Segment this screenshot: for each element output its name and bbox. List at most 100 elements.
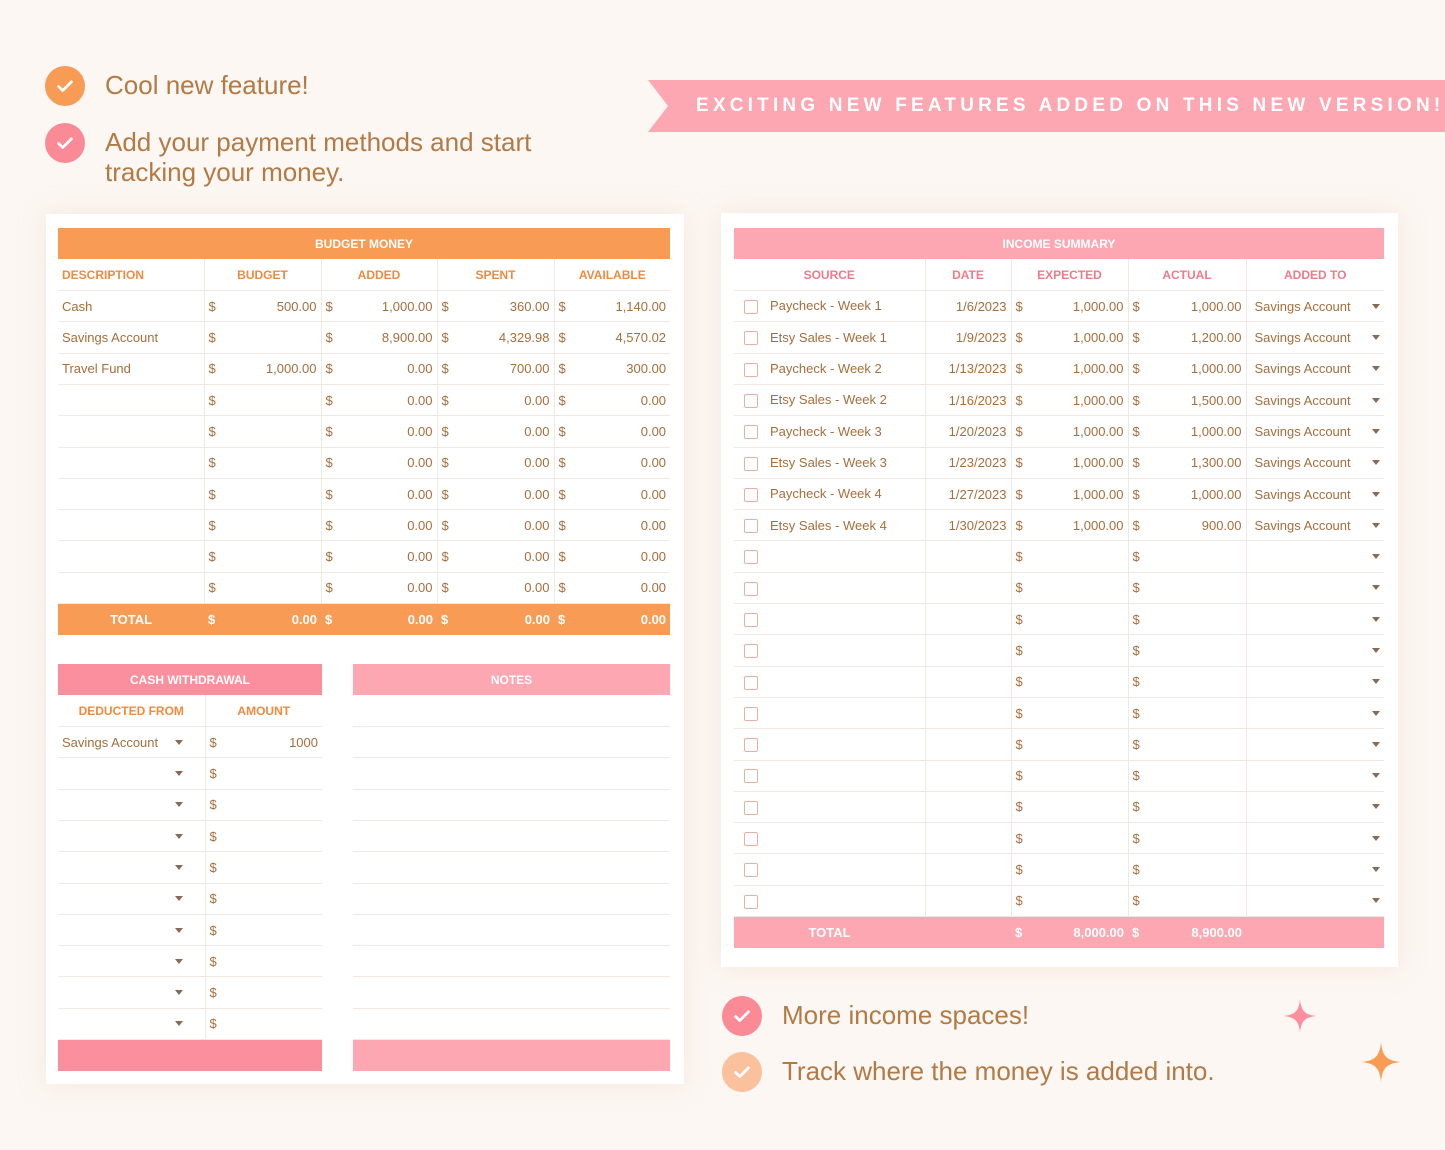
date-cell[interactable] (925, 572, 1012, 605)
source-cell[interactable] (734, 540, 926, 573)
checkbox[interactable] (744, 300, 758, 315)
amount-cell[interactable]: $1,000.00 (1011, 447, 1129, 479)
dropdown-arrow-icon[interactable] (174, 771, 183, 777)
source-cell[interactable] (734, 603, 926, 636)
amount-cell[interactable]: $ (204, 572, 322, 605)
amount-cell[interactable]: $0.00 (321, 415, 438, 448)
notes-cell[interactable] (353, 820, 670, 853)
deducted-from-select[interactable] (58, 820, 206, 853)
deducted-from-select[interactable] (58, 945, 206, 978)
dropdown-arrow-icon[interactable] (1372, 616, 1380, 622)
source-cell[interactable]: Paycheck - Week 2 (734, 353, 926, 385)
amount-cell[interactable]: $ (204, 478, 322, 511)
amount-cell[interactable]: $ (1011, 760, 1129, 792)
amount-cell[interactable]: $ (1128, 666, 1247, 698)
amount-cell[interactable]: $1,000.00 (1128, 415, 1247, 448)
amount-cell[interactable]: $0.00 (554, 415, 671, 448)
date-cell[interactable] (925, 853, 1012, 886)
source-cell[interactable] (734, 885, 926, 918)
amount-cell[interactable]: $0.00 (437, 415, 555, 448)
amount-cell[interactable]: $0.00 (437, 509, 555, 542)
amount-cell[interactable]: $ (205, 820, 322, 853)
added-to-select[interactable]: Savings Account (1246, 353, 1384, 385)
amount-cell[interactable]: $1000 (205, 726, 322, 759)
dropdown-arrow-icon[interactable] (1372, 522, 1380, 528)
amount-cell[interactable]: $1,000.00 (1128, 353, 1247, 385)
dropdown-arrow-icon[interactable] (174, 833, 183, 839)
checkbox[interactable] (744, 456, 758, 471)
added-to-select[interactable]: Savings Account (1246, 415, 1384, 448)
amount-cell[interactable]: $ (205, 789, 322, 821)
source-cell[interactable] (734, 822, 926, 855)
amount-cell[interactable]: $1,000.00 (1011, 290, 1129, 323)
notes-cell[interactable] (353, 695, 670, 728)
checkbox[interactable] (744, 769, 758, 784)
source-cell[interactable] (734, 697, 926, 730)
dropdown-arrow-icon[interactable] (174, 896, 183, 902)
date-cell[interactable] (925, 603, 1012, 636)
checkbox[interactable] (744, 738, 758, 753)
added-to-select[interactable] (1246, 603, 1384, 636)
source-cell[interactable]: Etsy Sales - Week 3 (734, 447, 926, 479)
date-cell[interactable] (925, 540, 1012, 573)
amount-cell[interactable]: $ (1128, 822, 1247, 855)
amount-cell[interactable]: $ (1011, 666, 1129, 698)
amount-cell[interactable]: $ (1128, 572, 1247, 605)
description-cell[interactable]: Savings Account (58, 321, 205, 354)
checkbox[interactable] (744, 894, 758, 909)
checkbox[interactable] (744, 863, 758, 878)
amount-cell[interactable]: $1,000.00 (1011, 384, 1129, 417)
checkbox[interactable] (744, 800, 758, 815)
added-to-select[interactable] (1246, 791, 1384, 824)
amount-cell[interactable]: $1,200.00 (1128, 321, 1247, 354)
date-cell[interactable] (925, 634, 1012, 667)
date-cell[interactable] (925, 791, 1012, 824)
checkbox[interactable] (744, 331, 758, 346)
notes-cell[interactable] (353, 883, 670, 915)
amount-cell[interactable]: $300.00 (554, 353, 671, 385)
source-cell[interactable]: Paycheck - Week 1 (734, 290, 926, 323)
amount-cell[interactable]: $1,000.00 (1128, 478, 1247, 511)
amount-cell[interactable]: $0.00 (321, 447, 438, 479)
amount-cell[interactable]: $ (204, 540, 322, 573)
dropdown-arrow-icon[interactable] (1372, 835, 1380, 841)
checkbox[interactable] (744, 550, 758, 565)
dropdown-arrow-icon[interactable] (174, 802, 183, 808)
added-to-select[interactable] (1246, 822, 1384, 855)
amount-cell[interactable]: $4,329.98 (437, 321, 555, 354)
source-cell[interactable]: Paycheck - Week 4 (734, 478, 926, 511)
deducted-from-select[interactable] (58, 851, 206, 884)
amount-cell[interactable]: $1,000.00 (1011, 478, 1129, 511)
amount-cell[interactable]: $ (204, 321, 322, 354)
amount-cell[interactable]: $1,000.00 (1011, 321, 1129, 354)
dropdown-arrow-icon[interactable] (1372, 335, 1380, 341)
date-cell[interactable]: 1/23/2023 (925, 447, 1012, 479)
amount-cell[interactable]: $ (204, 384, 322, 417)
dropdown-arrow-icon[interactable] (1372, 741, 1380, 747)
amount-cell[interactable]: $0.00 (437, 572, 555, 605)
amount-cell[interactable]: $ (1011, 822, 1129, 855)
amount-cell[interactable]: $ (1128, 728, 1247, 761)
description-cell[interactable] (58, 478, 205, 511)
deducted-from-select[interactable] (58, 883, 206, 915)
source-cell[interactable] (734, 853, 926, 886)
amount-cell[interactable]: $0.00 (321, 509, 438, 542)
checkbox[interactable] (744, 706, 758, 721)
notes-cell[interactable] (353, 976, 670, 1009)
checkbox[interactable] (744, 644, 758, 659)
description-cell[interactable] (58, 572, 205, 605)
amount-cell[interactable]: $ (1011, 885, 1129, 918)
amount-cell[interactable]: $0.00 (437, 540, 555, 573)
deducted-from-select[interactable] (58, 757, 206, 790)
added-to-select[interactable] (1246, 540, 1384, 573)
date-cell[interactable] (925, 760, 1012, 792)
amount-cell[interactable]: $ (1011, 572, 1129, 605)
notes-cell[interactable] (353, 1008, 670, 1041)
dropdown-arrow-icon[interactable] (1372, 460, 1380, 466)
date-cell[interactable]: 1/20/2023 (925, 415, 1012, 448)
date-cell[interactable] (925, 697, 1012, 730)
added-to-select[interactable] (1246, 634, 1384, 667)
amount-cell[interactable]: $1,000.00 (1011, 415, 1129, 448)
amount-cell[interactable]: $ (1128, 634, 1247, 667)
source-cell[interactable] (734, 791, 926, 824)
